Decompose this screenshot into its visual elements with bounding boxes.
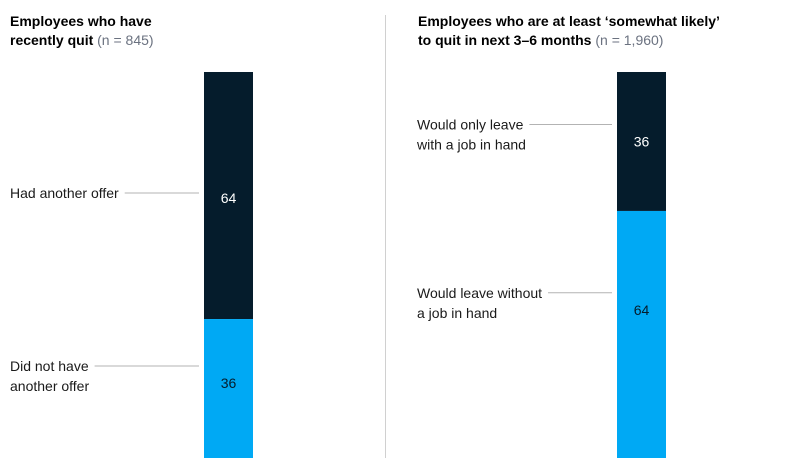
left-category-label-2-line-2: another offer (10, 378, 89, 394)
panel-divider (385, 15, 386, 458)
right-category-label-2-line-2: a job in hand (417, 305, 497, 321)
left-title-line2: recently quit (10, 32, 94, 48)
right-bar-segment-2 (617, 210, 666, 458)
left-chart-title: Employees who have recently quit (n = 84… (10, 12, 154, 50)
left-panel: Employees who have recently quit (n = 84… (0, 0, 380, 458)
right-category-label-2-line-1: Would leave without (417, 285, 542, 301)
right-title-line2: to quit in next 3–6 months (418, 32, 592, 48)
left-category-label-2-line-1: Did not have (10, 358, 89, 374)
right-chart-title: Employees who are at least ‘somewhat lik… (418, 12, 720, 50)
right-value-label-1: 36 (634, 133, 650, 149)
left-value-label-1: 64 (221, 190, 237, 206)
left-bar-segment-1 (204, 72, 253, 320)
right-bar-segment-1 (617, 72, 666, 211)
right-category-label-1-line-2: with a job in hand (416, 136, 526, 152)
left-category-label-1-line-1: Had another offer (10, 185, 119, 201)
left-value-label-2: 36 (221, 375, 237, 391)
right-panel: Employees who are at least ‘somewhat lik… (386, 0, 796, 458)
right-title-line1: Employees who are at least ‘somewhat lik… (418, 13, 720, 29)
left-title-line1: Employees who have (10, 13, 152, 29)
right-value-label-2: 64 (634, 302, 650, 318)
right-sample-size: (n = 1,960) (595, 32, 664, 48)
left-bar-segment-2 (204, 319, 253, 458)
left-sample-size: (n = 845) (97, 32, 154, 48)
right-category-label-1-line-1: Would only leave (417, 116, 524, 132)
